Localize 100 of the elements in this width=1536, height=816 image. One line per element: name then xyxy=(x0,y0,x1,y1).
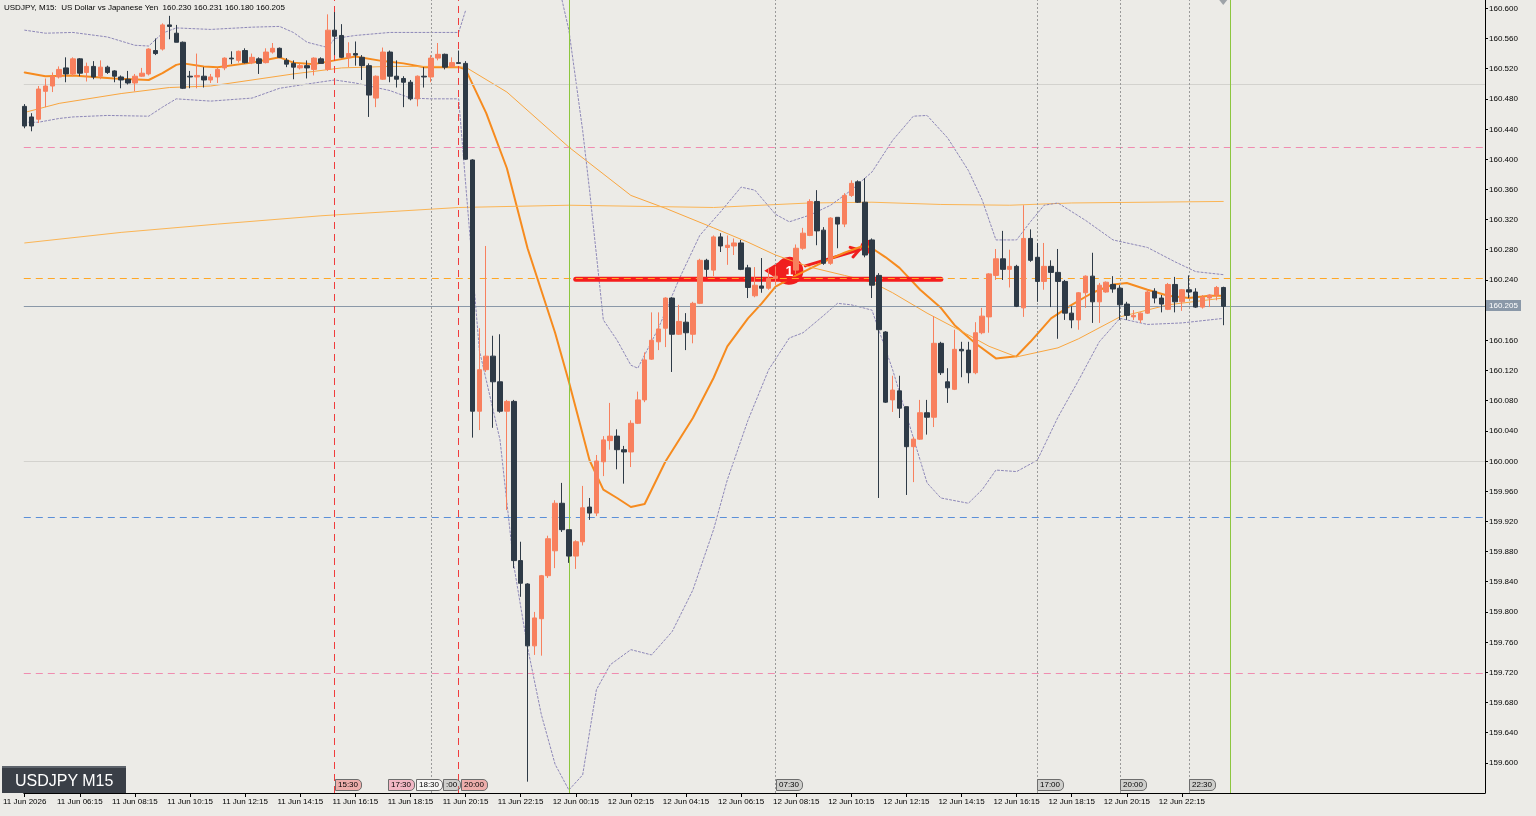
y-tick-label: 159.680 xyxy=(1489,697,1519,707)
candlestick xyxy=(945,367,950,404)
x-tick-label: 12 Jun 08:15 xyxy=(773,796,820,806)
candlestick xyxy=(401,75,406,108)
candlestick xyxy=(249,53,255,65)
candlestick xyxy=(346,41,351,68)
x-tick-label: 11 Jun 08:15 xyxy=(112,796,159,806)
candlestick xyxy=(1131,309,1136,321)
candlestick xyxy=(587,497,592,521)
candlestick xyxy=(649,311,654,361)
candlestick xyxy=(842,192,847,228)
candlestick xyxy=(938,341,944,376)
candlestick xyxy=(1138,311,1143,324)
candlestick xyxy=(835,216,840,249)
x-tick-label: 12 Jun 00:15 xyxy=(552,796,600,806)
candlestick xyxy=(463,60,468,161)
y-tick-label: 160.360 xyxy=(1489,184,1519,194)
candlestick xyxy=(828,216,833,266)
candlestick xyxy=(718,232,723,253)
candlestick xyxy=(242,47,248,64)
y-tick-label: 160.040 xyxy=(1489,426,1519,436)
x-tick-label: 12 Jun 18:15 xyxy=(1048,796,1096,806)
candlestick xyxy=(236,50,241,64)
candlestick xyxy=(105,65,110,75)
candlestick xyxy=(277,47,282,59)
candlestick xyxy=(1172,276,1178,313)
candlestick xyxy=(594,454,599,517)
y-tick-label: 160.400 xyxy=(1489,154,1519,164)
candlestick xyxy=(91,60,96,80)
candlestick xyxy=(952,329,957,391)
y-tick-label: 160.480 xyxy=(1489,94,1519,104)
candlestick xyxy=(353,41,358,67)
candlestick xyxy=(1214,285,1219,301)
y-tick-label: 160.120 xyxy=(1489,365,1519,375)
candlestick xyxy=(291,59,296,80)
candlestick xyxy=(759,257,764,294)
x-tick-label: 12 Jun 04:15 xyxy=(662,796,710,806)
candlestick xyxy=(325,13,331,72)
ref-line-label: 22:30 xyxy=(1189,779,1217,791)
candlestick xyxy=(1159,294,1164,313)
candlestick xyxy=(904,406,909,496)
candlestick xyxy=(215,67,220,84)
candlestick xyxy=(669,296,675,373)
candlestick xyxy=(532,611,537,656)
candlestick xyxy=(897,375,902,419)
y-tick-label: 159.760 xyxy=(1489,637,1519,647)
x-tick-label: 11 Jun 14:15 xyxy=(277,796,324,806)
candlestick xyxy=(29,112,34,132)
candlestick xyxy=(1179,288,1185,312)
x-tick-label: 11 Jun 2026 xyxy=(3,796,47,806)
candlestick xyxy=(167,15,172,40)
ref-line-label: 07:30 xyxy=(776,779,804,791)
candlestick xyxy=(208,73,213,84)
candlestick xyxy=(504,399,510,511)
candlestick xyxy=(676,304,682,336)
candlestick xyxy=(36,85,41,124)
candlestick xyxy=(752,266,758,298)
annotation: 1 xyxy=(785,262,794,279)
x-tick-label: 12 Jun 10:15 xyxy=(828,796,875,806)
candlestick xyxy=(1076,291,1081,331)
candlestick xyxy=(284,57,289,68)
candlestick xyxy=(1207,293,1212,308)
candlestick xyxy=(766,267,771,291)
y-tick-label: 160.160 xyxy=(1489,335,1519,345)
y-tick-label: 159.720 xyxy=(1489,667,1519,677)
y-tick-label: 160.320 xyxy=(1489,215,1519,225)
y-tick-label: 159.920 xyxy=(1489,516,1519,526)
y-tick-label: 159.600 xyxy=(1489,758,1519,768)
candlestick xyxy=(43,77,48,108)
candlestick xyxy=(1152,287,1157,304)
candlestick xyxy=(663,296,668,348)
candlestick xyxy=(1014,264,1019,308)
candlestick xyxy=(201,66,207,89)
candlestick xyxy=(408,79,413,101)
candlestick xyxy=(63,56,69,83)
candlestick xyxy=(311,56,317,76)
candlestick xyxy=(256,56,262,75)
candlestick xyxy=(77,57,83,77)
candlestick xyxy=(229,50,234,65)
candlestick xyxy=(683,312,689,351)
candlestick xyxy=(931,315,937,428)
candlestick xyxy=(924,399,930,436)
y-tick-label: 159.840 xyxy=(1489,577,1519,587)
candlestick xyxy=(883,330,888,404)
x-tick-label: 12 Jun 12:15 xyxy=(883,796,931,806)
x-tick-label: 12 Jun 06:15 xyxy=(717,796,765,806)
candlestick xyxy=(849,179,854,198)
candlestick xyxy=(1221,286,1226,326)
ref-line-label: 17:00 xyxy=(1037,779,1065,791)
candlestick xyxy=(84,62,89,82)
y-tick-label: 159.960 xyxy=(1489,486,1519,496)
candlestick xyxy=(966,341,971,384)
y-tick-label: 160.240 xyxy=(1489,275,1519,285)
x-tick-label: 12 Jun 02:15 xyxy=(607,796,655,806)
chart-title: USDJPY, M15: US Dollar vs Japanese Yen 160.230 160.231 160.180 160.205 xyxy=(4,2,286,12)
x-tick-label: 11 Jun 06:15 xyxy=(56,796,104,806)
candlestick xyxy=(1035,242,1040,303)
candlestick xyxy=(1165,282,1171,311)
x-tick-label: 12 Jun 22:15 xyxy=(1158,796,1206,806)
candlestick xyxy=(1083,274,1088,309)
